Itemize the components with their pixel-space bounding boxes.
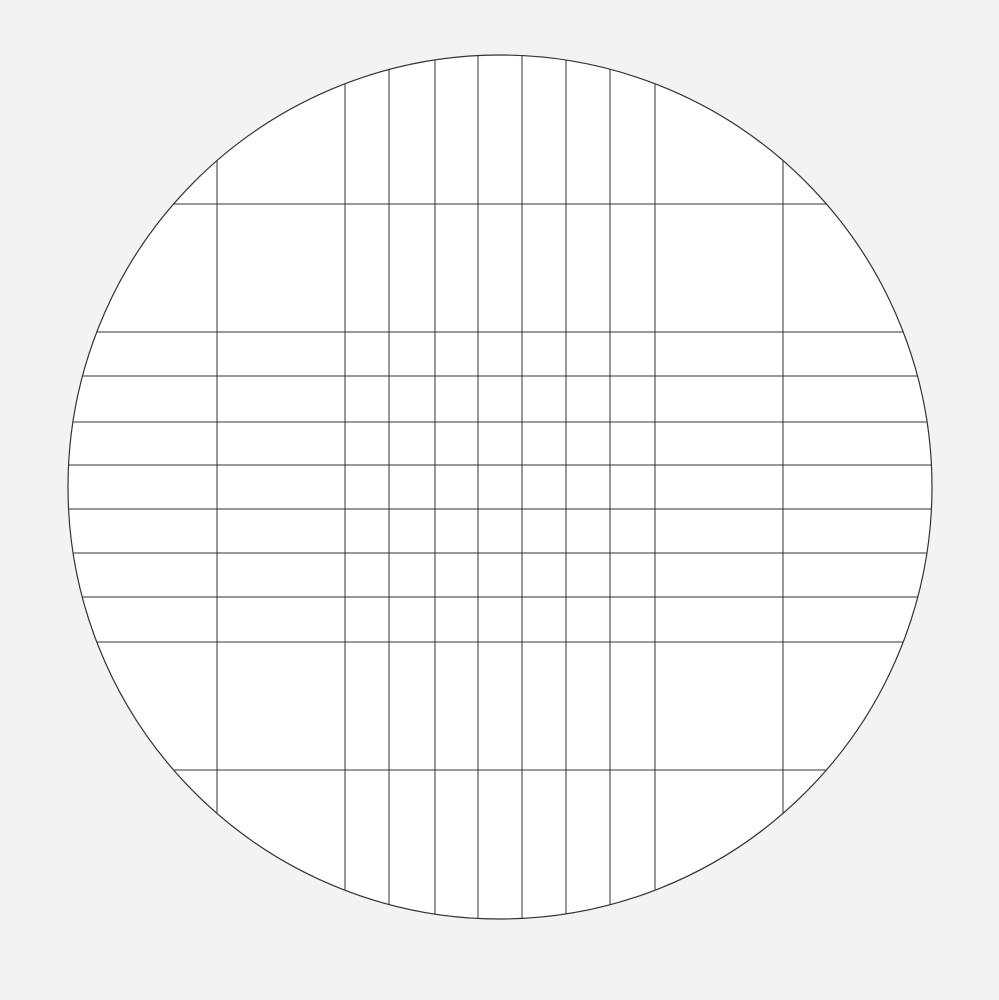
circle-fill: [68, 55, 932, 919]
gridded-circle-diagram: [0, 0, 999, 1000]
